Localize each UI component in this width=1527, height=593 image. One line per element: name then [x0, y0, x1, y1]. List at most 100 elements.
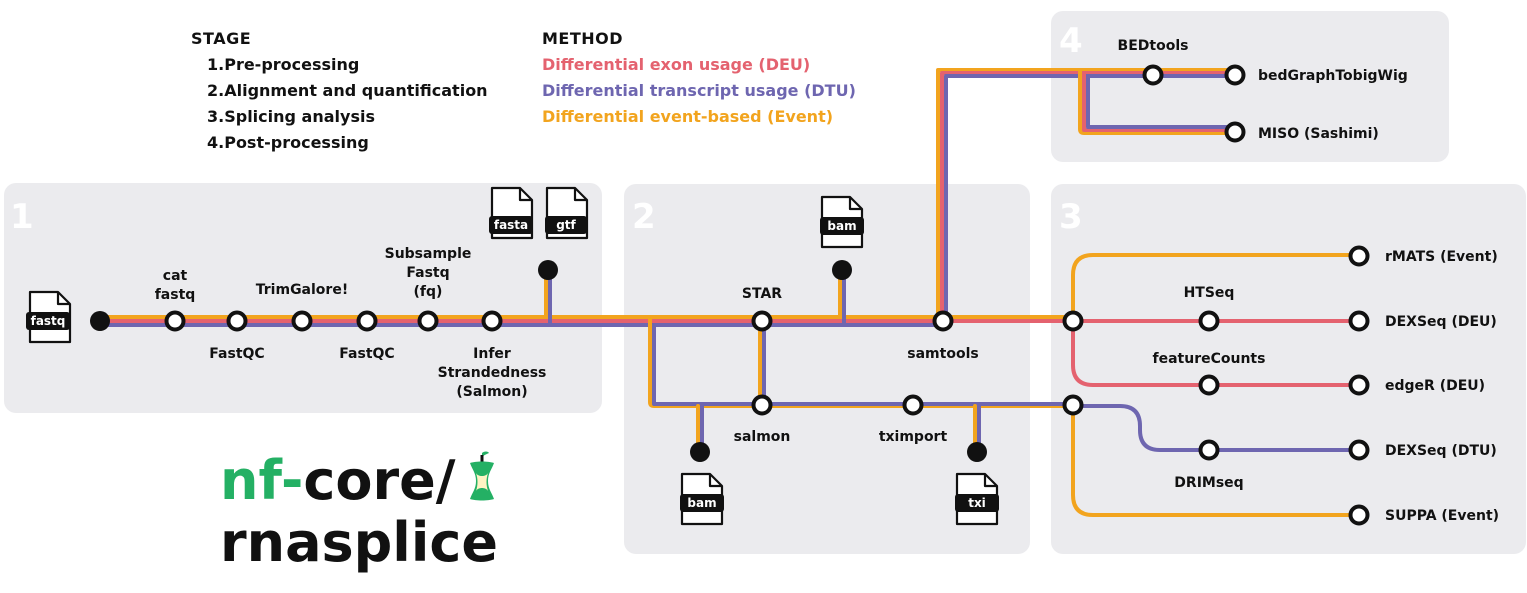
- label-suppa: SUPPA (Event): [1385, 508, 1499, 524]
- station-split-dtu-event: [1062, 394, 1084, 416]
- file-fastq-label: fastq: [31, 314, 66, 328]
- station-drimseq: [1198, 439, 1220, 461]
- label-subsample: Subsample Fastq (fq): [385, 246, 472, 300]
- station-featurecounts: [1198, 374, 1220, 396]
- panel-splicing: [1051, 184, 1526, 554]
- method-item-dtu: Differential transcript usage (DTU): [542, 81, 856, 100]
- label-fastqc-1: FastQC: [209, 346, 264, 362]
- station-edger: [1348, 374, 1370, 396]
- file-bam-salmon-label: bam: [687, 496, 716, 510]
- label-bedgraphtobigwig: bedGraphTobigWig: [1258, 68, 1408, 84]
- station-dexseq-dtu: [1348, 439, 1370, 461]
- station-tximport: [902, 394, 924, 416]
- line-rmats: [1071, 253, 1360, 323]
- station-salmon-bam: [690, 442, 710, 462]
- logo-prefix: nf-: [220, 449, 304, 512]
- label-samtools: samtools: [907, 346, 978, 362]
- logo-line-1: nf-core/: [220, 450, 502, 512]
- label-tximport: tximport: [879, 429, 948, 445]
- stage-item-4: 4.Post-processing: [207, 133, 369, 152]
- station-suppa: [1348, 504, 1370, 526]
- method-legend: METHOD Differential exon usage (DEU) Dif…: [542, 26, 856, 130]
- file-fasta-label: fasta: [494, 218, 528, 232]
- station-bedtools: [1142, 64, 1164, 86]
- panel-preprocessing: [4, 183, 602, 413]
- file-fasta-icon: fasta: [489, 186, 534, 240]
- label-fastqc-2: FastQC: [339, 346, 394, 362]
- file-gtf-label: gtf: [556, 218, 576, 232]
- line-up-dtu: [944, 74, 1232, 327]
- label-rmats: rMATS (Event): [1385, 249, 1498, 265]
- stations: [90, 64, 1370, 526]
- label-miso: MISO (Sashimi): [1258, 126, 1379, 142]
- stage-legend-title: STAGE: [191, 29, 252, 48]
- station-infer: [481, 310, 503, 332]
- label-featurecounts: featureCounts: [1153, 351, 1266, 367]
- label-star: STAR: [742, 286, 782, 302]
- station-samtools: [932, 310, 954, 332]
- panel-number-2: 2: [632, 197, 656, 237]
- label-cat-fastq: cat fastq: [155, 268, 196, 303]
- stage-item-2: 2.Alignment and quantification: [207, 81, 488, 100]
- station-fastqc-2: [356, 310, 378, 332]
- line-miso-deu: [1082, 71, 1232, 132]
- station-txi: [967, 442, 987, 462]
- station-miso: [1224, 121, 1246, 143]
- station-labels: cat fastq FastQC TrimGalore! FastQC Subsa…: [155, 38, 1499, 524]
- label-bedtools: BEDtools: [1118, 38, 1189, 54]
- file-txi-icon: txi: [955, 472, 999, 526]
- stage-item-1: 1.Pre-processing: [207, 55, 360, 74]
- station-split-deu-event: [1062, 310, 1084, 332]
- station-star: [751, 310, 773, 332]
- label-trimgalore: TrimGalore!: [256, 282, 348, 298]
- line-salmon-event: [648, 315, 1075, 408]
- station-dexseq-deu: [1348, 310, 1370, 332]
- apple-core-icon: [469, 451, 494, 501]
- panel-number-4: 4: [1059, 21, 1083, 61]
- file-txi-label: txi: [968, 496, 986, 510]
- station-rmats: [1348, 245, 1370, 267]
- file-gtf-icon: gtf: [545, 186, 589, 240]
- line-dtu-drim: [1071, 404, 1360, 452]
- line-up-deu: [940, 71, 1232, 323]
- station-ref-input: [538, 260, 558, 280]
- nf-core-logo: nf-core/ rnasplice: [220, 450, 502, 574]
- stage-item-3: 3.Splicing analysis: [207, 107, 375, 126]
- line-deu-fc: [1071, 319, 1360, 387]
- station-star-bam: [832, 260, 852, 280]
- stage-legend: STAGE 1.Pre-processing 2.Alignment and q…: [191, 26, 488, 156]
- panel-number-1: 1: [10, 197, 34, 237]
- file-bam-star-label: bam: [827, 219, 856, 233]
- panel-postprocessing: [1051, 11, 1449, 162]
- label-htseq: HTSeq: [1184, 285, 1235, 301]
- label-dexseq-dtu: DEXSeq (DTU): [1385, 443, 1497, 459]
- line-miso-dtu: [1086, 74, 1232, 129]
- line-suppa: [1071, 404, 1360, 517]
- station-salmon: [751, 394, 773, 416]
- file-bam-star-icon: bam: [820, 195, 864, 249]
- panel-alignment: [624, 184, 1030, 554]
- station-fastq-input: [90, 311, 110, 331]
- station-fastqc-1: [226, 310, 248, 332]
- file-bam-salmon-icon: bam: [680, 472, 724, 526]
- line-miso-event: [1078, 68, 1232, 135]
- label-infer: Infer Strandedness (Salmon): [438, 346, 547, 400]
- method-legend-title: METHOD: [542, 29, 624, 48]
- method-item-event: Differential event-based (Event): [542, 107, 834, 126]
- label-drimseq: DRIMseq: [1174, 475, 1243, 491]
- line-up-event: [936, 68, 1232, 319]
- label-dexseq-deu: DEXSeq (DEU): [1385, 314, 1497, 330]
- station-subsample: [417, 310, 439, 332]
- label-salmon: salmon: [734, 429, 791, 445]
- panel-number-3: 3: [1059, 197, 1083, 237]
- label-edger: edgeR (DEU): [1385, 378, 1485, 394]
- logo-line-2: rnasplice: [220, 511, 498, 574]
- logo-core: core/: [303, 449, 456, 512]
- station-bedgraphtobigwig: [1224, 64, 1246, 86]
- line-salmon-dtu: [652, 323, 1075, 406]
- file-fastq-icon: fastq: [26, 290, 72, 344]
- station-cat-fastq: [164, 310, 186, 332]
- method-item-deu: Differential exon usage (DEU): [542, 55, 811, 74]
- station-trimgalore: [291, 310, 313, 332]
